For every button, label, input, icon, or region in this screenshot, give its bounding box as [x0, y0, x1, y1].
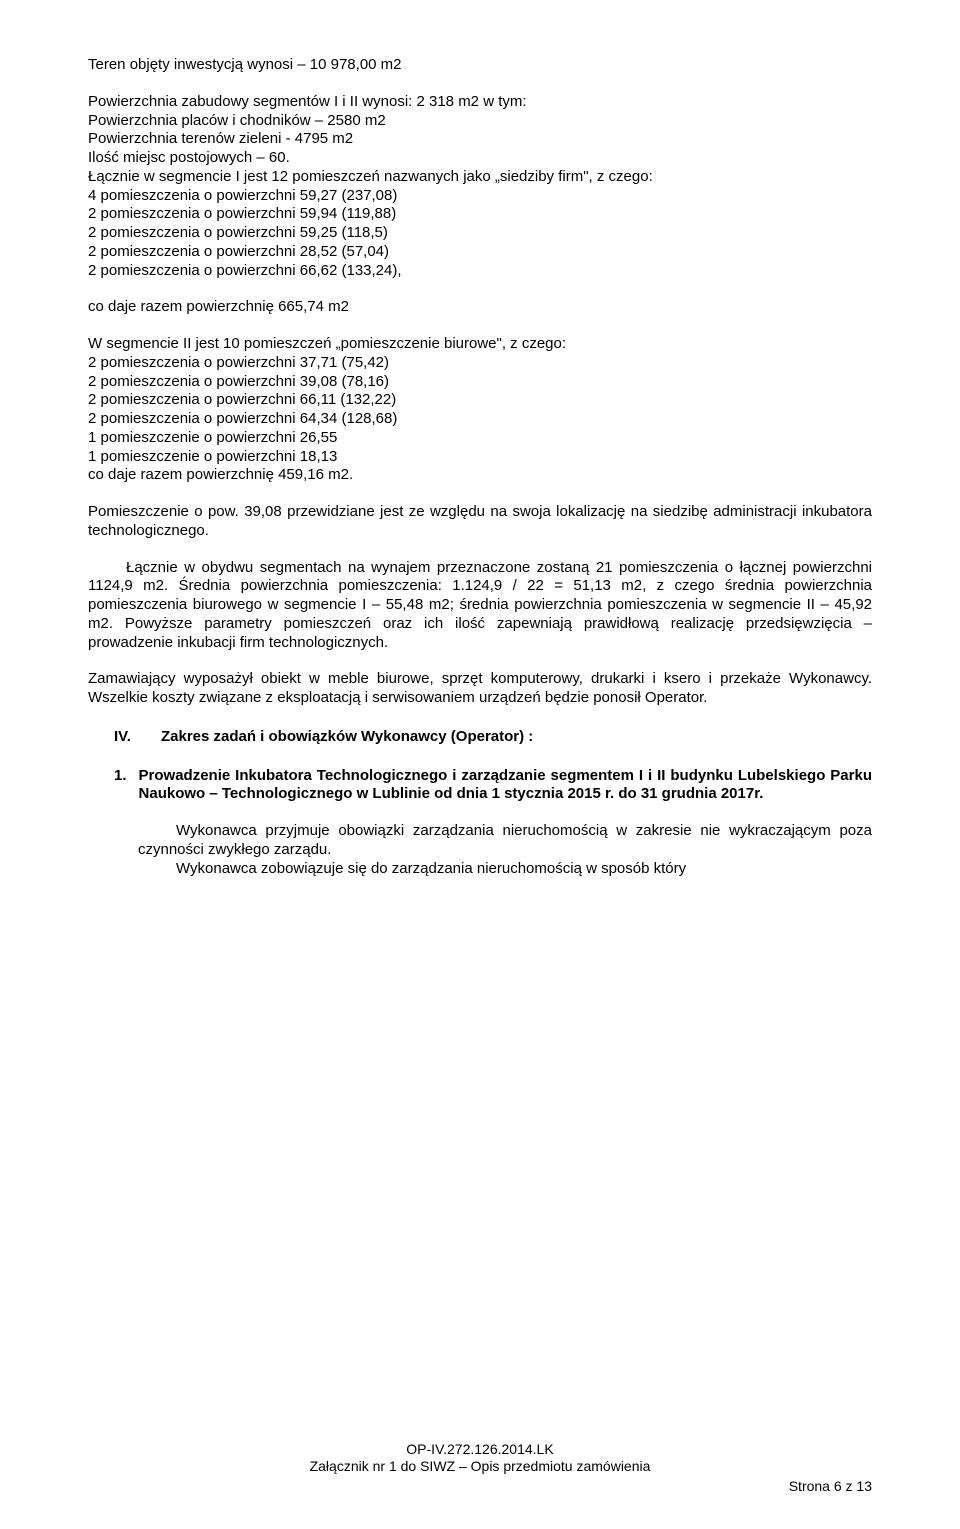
line-teren: Teren objęty inwestycją wynosi – 10 978,… [88, 56, 872, 75]
para-lacznie: Łącznie w obydwu segmentach na wynajem p… [88, 559, 872, 653]
line-ilosc-miejsc: Ilość miejsc postojowych – 60. [88, 149, 872, 168]
line-seg2-1: 2 pomieszczenia o powierzchni 37,71 (75,… [88, 354, 872, 373]
line-seg1-1: 4 pomieszczenia o powierzchni 59,27 (237… [88, 187, 872, 206]
heading-iv-text: Zakres zadań i obowiązków Wykonawcy (Ope… [161, 728, 533, 747]
line-seg1-4: 2 pomieszczenia o powierzchni 28,52 (57,… [88, 243, 872, 262]
line-seg1-3: 2 pomieszczenia o powierzchni 59,25 (118… [88, 224, 872, 243]
line-seg2-6: 1 pomieszczenie o powierzchni 18,13 [88, 448, 872, 467]
line-seg2-intro: W segmencie II jest 10 pomieszczeń „pomi… [88, 335, 872, 354]
line-seg2-2: 2 pomieszczenia o powierzchni 39,08 (78,… [88, 373, 872, 392]
item-1-number: 1. [114, 767, 127, 805]
line-seg1-total: co daje razem powierzchnię 665,74 m2 [88, 298, 872, 317]
line-seg2-total: co daje razem powierzchnię 459,16 m2. [88, 466, 872, 485]
document-page: Teren objęty inwestycją wynosi – 10 978,… [0, 0, 960, 1529]
para-pom3908: Pomieszczenie o pow. 39,08 przewidziane … [88, 503, 872, 541]
line-seg2-3: 2 pomieszczenia o powierzchni 66,11 (132… [88, 391, 872, 410]
heading-iv: IV. Zakres zadań i obowiązków Wykonawcy … [114, 728, 872, 747]
line-pow-zieleni: Powierzchnia terenów zieleni - 4795 m2 [88, 130, 872, 149]
footer-code: OP-IV.272.126.2014.LK [88, 1441, 872, 1459]
sub-para-2: Wykonawca zobowiązuje się do zarządzania… [138, 860, 872, 879]
line-pow-placow: Powierzchnia placów i chodników – 2580 m… [88, 112, 872, 131]
line-seg1-2: 2 pomieszczenia o powierzchni 59,94 (119… [88, 205, 872, 224]
footer: OP-IV.272.126.2014.LK Załącznik nr 1 do … [88, 1441, 872, 1496]
line-seg1-intro: Łącznie w segmencie I jest 12 pomieszcze… [88, 168, 872, 187]
line-seg2-4: 2 pomieszczenia o powierzchni 64,34 (128… [88, 410, 872, 429]
item-1-text: Prowadzenie Inkubatora Technologicznego … [139, 767, 872, 805]
para-zamawiajacy: Zamawiający wyposażył obiekt w meble biu… [88, 670, 872, 708]
heading-iv-number: IV. [114, 728, 131, 747]
sub-para-1: Wykonawca przyjmuje obowiązki zarządzani… [138, 822, 872, 860]
footer-page-number: Strona 6 z 13 [88, 1478, 872, 1496]
line-seg2-5: 1 pomieszczenie o powierzchni 26,55 [88, 429, 872, 448]
line-pow-zabudowy: Powierzchnia zabudowy segmentów I i II w… [88, 93, 872, 112]
item-1: 1. Prowadzenie Inkubatora Technologiczne… [114, 767, 872, 805]
footer-attachment: Załącznik nr 1 do SIWZ – Opis przedmiotu… [88, 1458, 872, 1476]
line-seg1-5: 2 pomieszczenia o powierzchni 66,62 (133… [88, 262, 872, 281]
